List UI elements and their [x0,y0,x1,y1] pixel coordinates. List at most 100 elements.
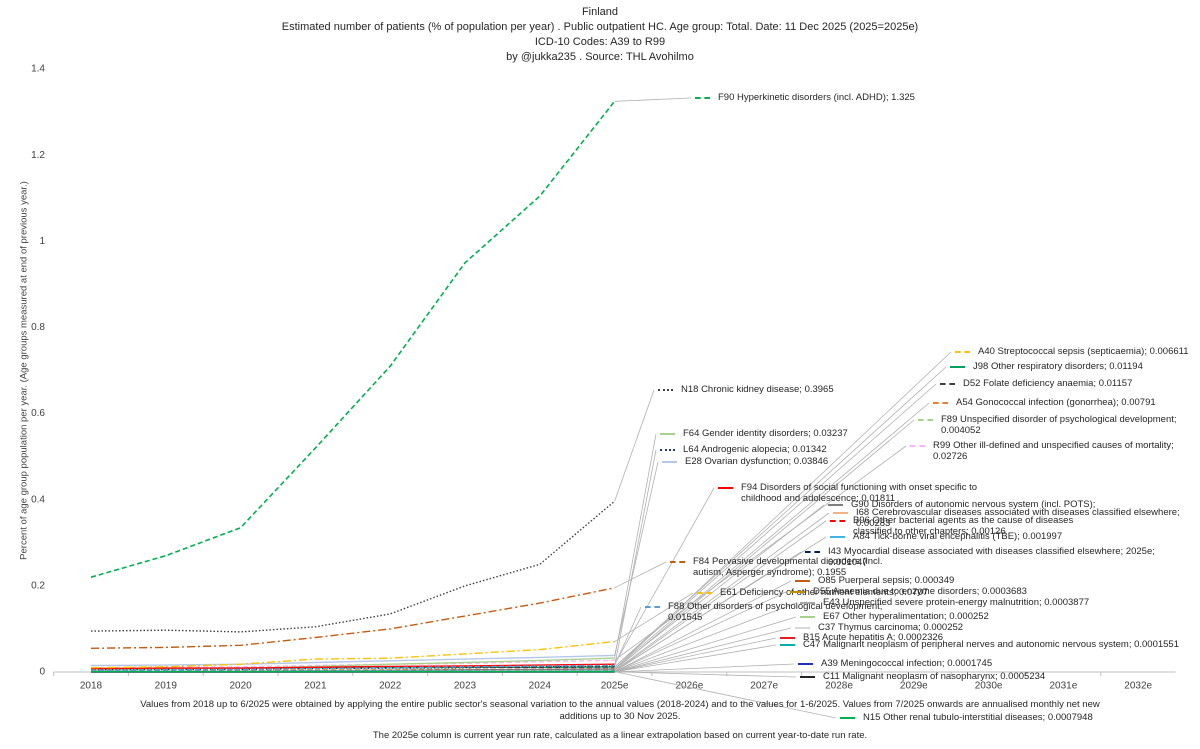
leader-line [614,592,694,642]
leader-line [614,602,797,673]
legend-label: O85 Puerperal sepsis; 0.000349 [818,575,955,586]
series-label: G90 Disorders of autonomic nervous syste… [828,499,1095,510]
legend-key [828,504,843,506]
legend-label: R99 Other ill-defined and unspecified ca… [933,440,1174,462]
series-line [90,100,616,578]
chart-subtitle: ICD-10 Codes: A39 to R99 [534,36,666,48]
legend-label: F88 Other disorders of psychological dev… [668,601,883,623]
leader-line [614,449,657,667]
leader-line [614,461,659,656]
x-tick-label: 2022 [379,681,402,692]
series-label: F89 Unspecified disorder of psychologica… [918,414,1200,436]
legend-label: L64 Androgenic alopecia; 0.01342 [683,444,827,455]
legend-label: F89 Unspecified disorder of psychologica… [941,414,1177,436]
series-label: A84 Tick-borne viral encephalitis (TBE);… [830,531,1062,542]
x-tick-label: 2018 [80,681,103,692]
legend-label: D55 Anaemia due to enzyme disorders; 0.0… [813,586,1027,597]
legend-key [695,97,710,99]
chart-subtitle: Estimated number of patients (% of popul… [281,21,919,33]
leader-line [614,671,837,719]
series-line [90,640,615,669]
leader-line [614,402,930,669]
legend-key [662,461,677,463]
legend-label: B15 Acute hepatitis A; 0.0002326 [803,632,943,643]
series-label: J98 Other respiratory disorders; 0.01194 [950,361,1143,372]
legend-label: D52 Folate deficiency anaemia; 0.01157 [963,378,1133,389]
y-tick-label: 0 [39,667,45,678]
legend-label: N15 Other renal tubulo-interstitial dise… [863,712,1093,723]
series-label: F88 Other disorders of psychological dev… [645,601,903,623]
legend-key [795,627,810,629]
legend-key [950,366,965,368]
y-tick-label: 0.4 [31,494,45,505]
x-tick-label: 2019 [155,681,178,692]
leader-line [614,433,657,659]
x-tick-label: 2021 [304,681,327,692]
series-label: D52 Folate deficiency anaemia; 0.01157 [940,378,1132,389]
legend-key [658,389,673,391]
series-label: C37 Thymus carcinoma; 0.000252 [795,622,963,633]
x-tick-label: 2030e [975,681,1003,692]
x-tick-label: 2027e [750,681,778,692]
legend-label: G90 Disorders of autonomic nervous syste… [851,499,1096,510]
series-line [90,587,615,649]
series-label: N18 Chronic kidney disease; 0.3965 [658,384,834,395]
x-tick-label: 2020 [229,681,252,692]
leader-line [614,644,777,673]
leader-line [614,445,907,661]
footnote: The 2025e column is current year run rat… [372,730,868,741]
leader-line [614,606,642,666]
leader-line [614,520,827,672]
legend-key [800,616,815,618]
legend-key [660,433,675,435]
series-label: E67 Other hyperalimentation; 0.000252 [800,611,989,622]
y-axis-title: Percent of age group population per year… [19,181,30,560]
legend-key [798,663,813,665]
leader-line [614,637,777,673]
legend-key [780,637,795,639]
leader-line [614,389,655,502]
legend-key [830,520,845,522]
legend-key [918,419,933,421]
leader-line [614,580,792,673]
legend-label: F90 Hyperkinetic disorders (incl. ADHD);… [718,92,915,103]
series-label: I68 Cerebrovascular diseases associated … [833,507,1200,529]
series-label: F94 Disorders of social functioning with… [718,482,991,504]
series-label: F84 Pervasive developmental disorders (i… [670,556,903,578]
leader-line [614,512,830,672]
series-line [90,659,615,669]
x-tick-label: 2025e [601,681,629,692]
series-label: C11 Malignant neoplasm of nasopharynx; 0… [800,671,1045,682]
series-line [90,663,615,670]
legend-key [800,676,815,678]
x-tick-label: 2032e [1124,681,1152,692]
series-label: D55 Anaemia due to enzyme disorders; 0.0… [790,586,1027,597]
x-tick-label: 2023 [454,681,477,692]
series-label: F90 Hyperkinetic disorders (incl. ADHD);… [695,92,915,103]
legend-label: I43 Myocardial disease associated with d… [828,546,1155,568]
series-label: B96 Other bacterial agents as the cause … [830,515,1083,537]
legend-label: E43 Unspecified severe protein-energy ma… [823,597,1090,608]
x-tick-label: 2024 [529,681,552,692]
series-label: A39 Meningococcal infection; 0.0001745 [798,658,992,669]
leader-line [614,591,787,673]
series-label: O85 Puerperal sepsis; 0.000349 [795,575,954,586]
leader-line [614,366,947,668]
legend-label: E28 Ovarian dysfunction; 0.03846 [685,456,829,467]
legend-key [697,592,712,594]
legend-label: F84 Pervasive developmental disorders (i… [693,556,883,578]
leader-line [614,419,915,671]
leader-line [614,504,825,670]
legend-key [833,512,848,514]
legend-label: E61 Deficiency of other nutrient element… [720,587,929,598]
legend-key [940,383,955,385]
footnote: Values from 2018 up to 6/2025 were obtai… [140,699,1100,722]
leader-line [614,487,715,665]
series-label: A40 Streptococcal sepsis (septicaemia); … [955,346,1189,357]
series-line [90,654,615,667]
legend-key [795,580,810,582]
series-label: E61 Deficiency of other nutrient element… [697,587,928,598]
legend-key [780,644,795,646]
legend-label: N18 Chronic kidney disease; 0.3965 [681,384,834,395]
